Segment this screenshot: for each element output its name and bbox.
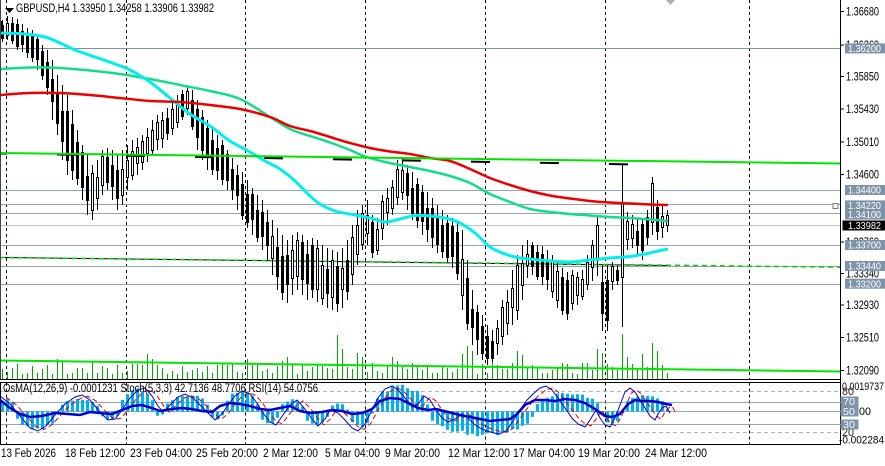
svg-text:1.36680: 1.36680	[846, 7, 879, 19]
svg-text:2 Mar 12:00: 2 Mar 12:00	[263, 448, 318, 460]
svg-text:1.33982: 1.33982	[848, 220, 881, 232]
svg-text:1.33700: 1.33700	[848, 240, 881, 252]
svg-text:00: 00	[859, 406, 871, 418]
svg-text:25 Feb 20:00: 25 Feb 20:00	[196, 448, 258, 460]
svg-text:1.34400: 1.34400	[848, 185, 881, 197]
svg-text:GBPUSD,H4 1.33950 1.34258 1.3: GBPUSD,H4 1.33950 1.34258 1.33906 1.3398…	[16, 3, 214, 15]
svg-text:1.35850: 1.35850	[846, 72, 879, 84]
svg-text:OsMA(12,26,9) -0.0001231 Stoc: OsMA(12,26,9) -0.0001231 Stoch(5,3,3) 42…	[3, 383, 318, 395]
svg-text:24 Mar 12:00: 24 Mar 12:00	[645, 448, 707, 460]
svg-text:1.35430: 1.35430	[846, 104, 879, 116]
svg-text:1.35010: 1.35010	[846, 137, 879, 149]
svg-text:50: 50	[843, 406, 855, 418]
svg-text:1.36200: 1.36200	[848, 43, 881, 55]
svg-text:5 Mar 04:00: 5 Mar 04:00	[325, 448, 380, 460]
svg-text:1.34600: 1.34600	[846, 170, 879, 182]
svg-text:1.32930: 1.32930	[846, 300, 879, 312]
svg-text:9 Mar 20:00: 9 Mar 20:00	[385, 448, 440, 460]
svg-text:1.32510: 1.32510	[846, 333, 879, 345]
svg-text:1.33440: 1.33440	[848, 261, 881, 273]
svg-text:30: 30	[843, 419, 855, 431]
svg-text:13 Feb 2026: 13 Feb 2026	[1, 448, 56, 460]
svg-text:1.33200: 1.33200	[848, 278, 881, 290]
svg-text:17 Mar 04:00: 17 Mar 04:00	[513, 448, 575, 460]
svg-text:12 Mar 12:00: 12 Mar 12:00	[448, 448, 510, 460]
svg-text:23 Feb 04:00: 23 Feb 04:00	[130, 448, 192, 460]
svg-text:18 Feb 12:00: 18 Feb 12:00	[65, 448, 125, 460]
svg-text:-0.002284: -0.002284	[839, 435, 884, 447]
svg-text:19 Mar 20:00: 19 Mar 20:00	[578, 448, 640, 460]
svg-text:1.32090: 1.32090	[846, 366, 879, 378]
